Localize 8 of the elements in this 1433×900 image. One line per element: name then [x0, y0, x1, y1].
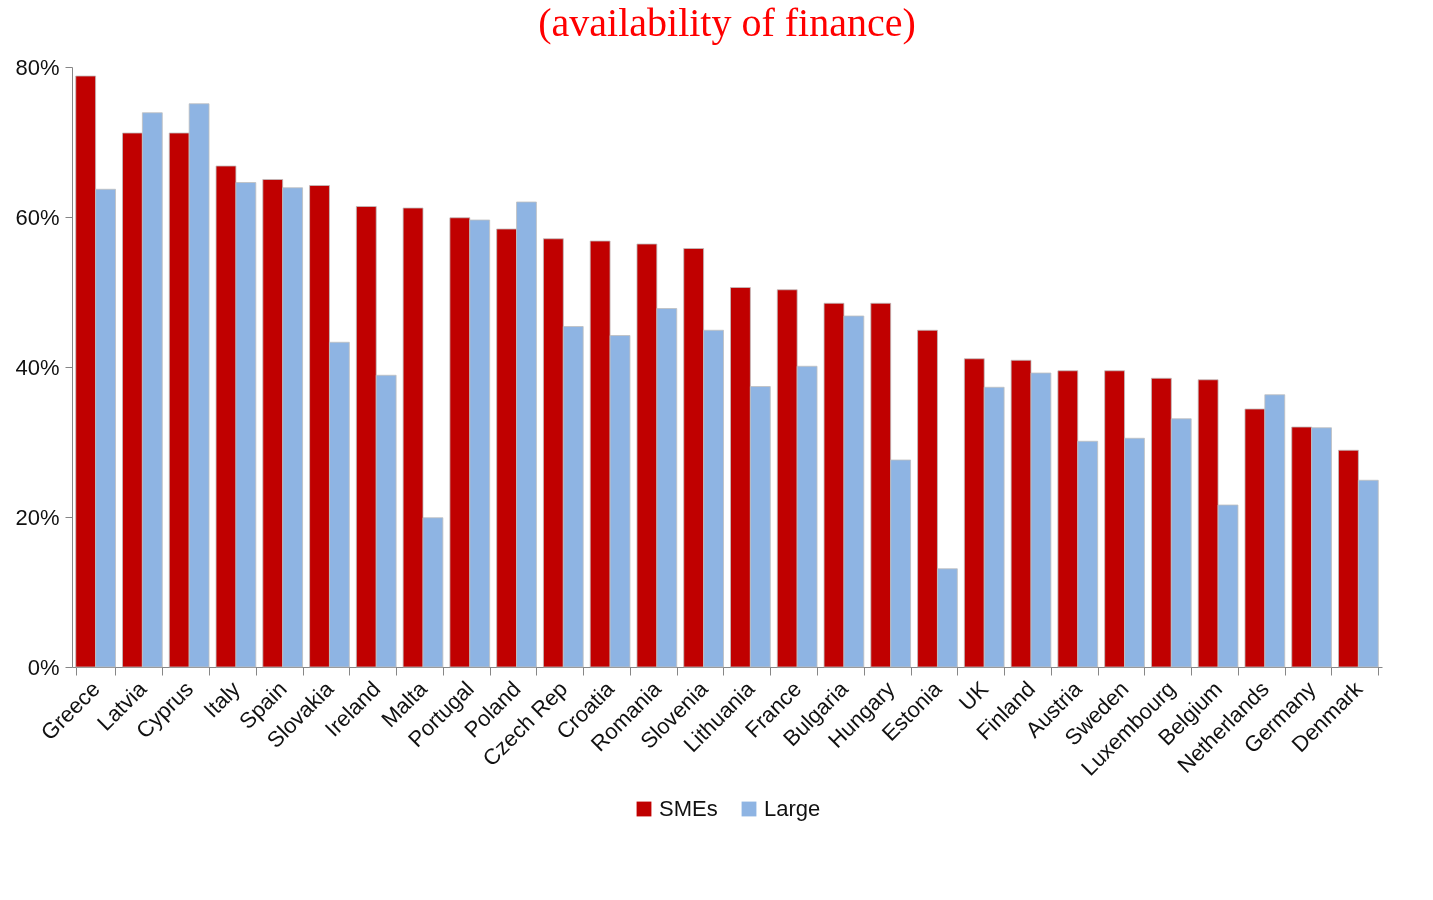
- y-tick-label: 0%: [27, 654, 60, 680]
- y-tick-label: 40%: [15, 354, 60, 380]
- y-tick-label: 60%: [15, 204, 60, 230]
- y-tick-label: 80%: [15, 54, 60, 80]
- legend-label: Large: [764, 796, 821, 821]
- chart-title: (availability of finance): [538, 0, 916, 45]
- legend-label: SMEs: [659, 796, 718, 821]
- y-tick-label: 20%: [15, 504, 60, 530]
